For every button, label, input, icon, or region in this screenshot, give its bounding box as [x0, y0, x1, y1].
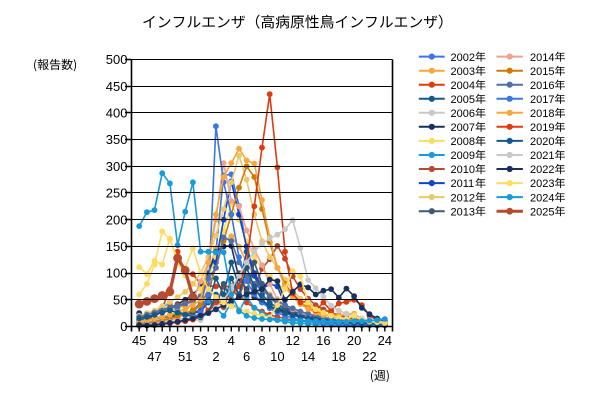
svg-text:2014: 2014	[530, 52, 554, 64]
svg-text:6: 6	[243, 349, 250, 364]
svg-text:100: 100	[106, 266, 128, 281]
svg-text:200: 200	[106, 212, 128, 227]
svg-text:2020: 2020	[530, 136, 554, 148]
svg-text:0: 0	[120, 319, 127, 334]
svg-text:300: 300	[106, 159, 128, 174]
svg-text:10: 10	[270, 349, 284, 364]
svg-text:2016: 2016	[530, 80, 554, 92]
svg-text:2013: 2013	[451, 206, 475, 218]
svg-text:4: 4	[228, 333, 235, 348]
svg-text:2004: 2004	[451, 80, 475, 92]
svg-text:2009: 2009	[451, 150, 475, 162]
svg-text:16: 16	[316, 333, 330, 348]
svg-text:51: 51	[178, 349, 192, 364]
svg-text:2023: 2023	[530, 178, 554, 190]
svg-text:150: 150	[106, 239, 128, 254]
svg-text:8: 8	[258, 333, 265, 348]
svg-text:20: 20	[347, 333, 361, 348]
svg-text:18: 18	[332, 349, 346, 364]
svg-text:2007: 2007	[451, 122, 475, 134]
svg-text:49: 49	[163, 333, 177, 348]
svg-text:2012: 2012	[451, 192, 475, 204]
svg-text:2010: 2010	[451, 164, 475, 176]
svg-text:2002: 2002	[451, 52, 475, 64]
svg-text:2017: 2017	[530, 94, 554, 106]
svg-text:2024: 2024	[530, 192, 554, 204]
svg-text:24: 24	[378, 333, 392, 348]
svg-text:22: 22	[362, 349, 376, 364]
svg-text:47: 47	[147, 349, 161, 364]
svg-text:2018: 2018	[530, 108, 554, 120]
svg-text:45: 45	[132, 333, 146, 348]
svg-text:400: 400	[106, 106, 128, 121]
svg-text:2005: 2005	[451, 94, 475, 106]
svg-text:50: 50	[113, 292, 127, 307]
svg-text:2003: 2003	[451, 66, 475, 78]
svg-text:53: 53	[193, 333, 207, 348]
svg-text:350: 350	[106, 132, 128, 147]
svg-text:250: 250	[106, 186, 128, 201]
svg-text:2025: 2025	[530, 206, 554, 218]
svg-text:450: 450	[106, 79, 128, 94]
svg-text:12: 12	[285, 333, 299, 348]
svg-text:2: 2	[212, 349, 219, 364]
svg-text:2015: 2015	[530, 66, 554, 78]
svg-text:2011: 2011	[451, 178, 475, 190]
svg-text:2008: 2008	[451, 136, 475, 148]
svg-text:2022: 2022	[530, 164, 554, 176]
svg-text:2019: 2019	[530, 122, 554, 134]
svg-text:14: 14	[301, 349, 315, 364]
svg-text:2021: 2021	[530, 150, 554, 162]
svg-text:2006: 2006	[451, 108, 475, 120]
svg-text:500: 500	[106, 52, 128, 67]
